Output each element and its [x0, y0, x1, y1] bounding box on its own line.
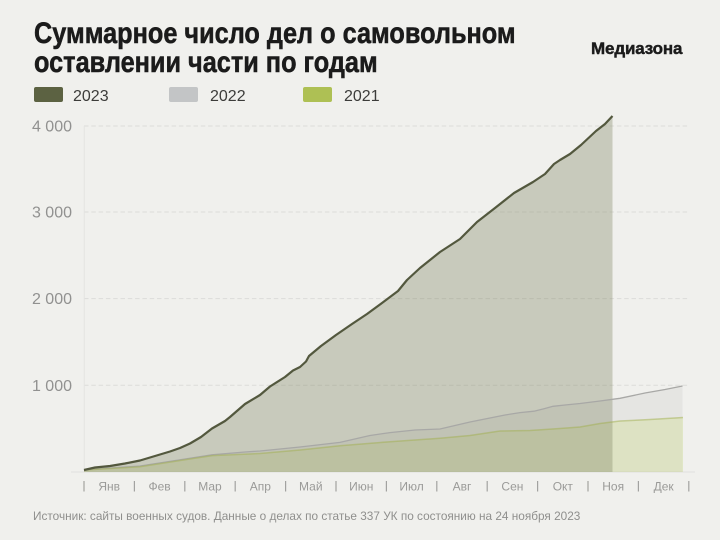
svg-text:2 000: 2 000: [32, 291, 72, 308]
svg-text:3 000: 3 000: [32, 205, 72, 222]
svg-text:Ноя: Ноя: [602, 480, 624, 494]
svg-text:Авг: Авг: [453, 480, 472, 494]
svg-text:Янв: Янв: [98, 480, 120, 494]
svg-text:Июл: Июл: [399, 480, 423, 494]
svg-text:Апр: Апр: [250, 480, 272, 494]
svg-text:4 000: 4 000: [32, 119, 72, 136]
svg-text:Сен: Сен: [501, 480, 523, 494]
svg-text:Май: Май: [299, 480, 323, 494]
svg-text:Мар: Мар: [198, 480, 222, 494]
svg-text:Дек: Дек: [654, 480, 675, 494]
svg-text:Фев: Фев: [149, 480, 171, 494]
svg-text:1 000: 1 000: [32, 378, 72, 395]
svg-text:Июн: Июн: [349, 480, 373, 494]
svg-text:Окт: Окт: [553, 480, 574, 494]
